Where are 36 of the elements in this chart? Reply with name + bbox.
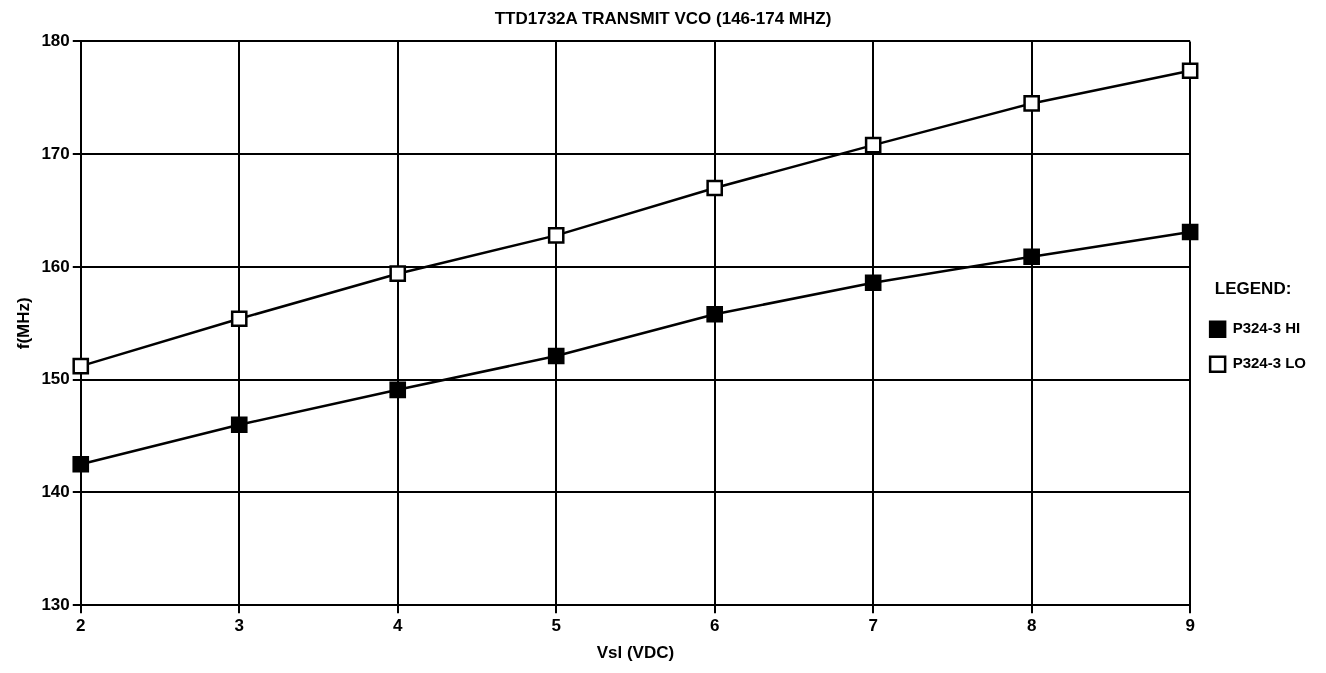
x-tick-label: 9 xyxy=(1185,616,1195,636)
chart-title: TTD1732A TRANSMIT VCO (146-174 MHZ) xyxy=(494,8,832,28)
x-tick-label: 8 xyxy=(1026,616,1037,636)
point xyxy=(230,310,248,328)
x-tick-label: 3 xyxy=(234,616,244,636)
point xyxy=(72,455,90,473)
y-tick-label: 180 xyxy=(41,31,70,51)
point xyxy=(1023,248,1040,266)
point xyxy=(389,381,407,399)
point xyxy=(706,179,724,197)
y-tick-label: 140 xyxy=(41,482,70,502)
point xyxy=(864,136,882,154)
x-axis-title: Vsl (VDC) xyxy=(596,643,675,663)
point xyxy=(1023,95,1040,112)
y-tick-label: 160 xyxy=(41,256,70,276)
x-tick-label: 7 xyxy=(868,616,878,636)
y-tick-label: 170 xyxy=(41,143,70,163)
point xyxy=(230,416,248,434)
point xyxy=(864,274,882,292)
y-axis-title: f(MHz) xyxy=(13,297,33,350)
point xyxy=(547,227,565,244)
point xyxy=(1181,223,1199,241)
y-tick-label: 150 xyxy=(41,369,70,389)
y-tick-label: 130 xyxy=(41,594,70,614)
point xyxy=(706,305,724,323)
x-tick-label: 2 xyxy=(76,616,86,636)
point xyxy=(72,357,90,375)
point xyxy=(1181,62,1199,80)
legend-label: P324-3 HI xyxy=(1232,319,1301,337)
x-tick-label: 4 xyxy=(392,616,403,636)
legend-label: P324-3 LO xyxy=(1232,354,1307,372)
point xyxy=(389,265,407,283)
x-tick-label: 6 xyxy=(709,616,720,636)
point xyxy=(547,347,565,365)
x-tick-label: 5 xyxy=(551,616,561,636)
legend-title: LEGEND: xyxy=(1214,279,1292,299)
